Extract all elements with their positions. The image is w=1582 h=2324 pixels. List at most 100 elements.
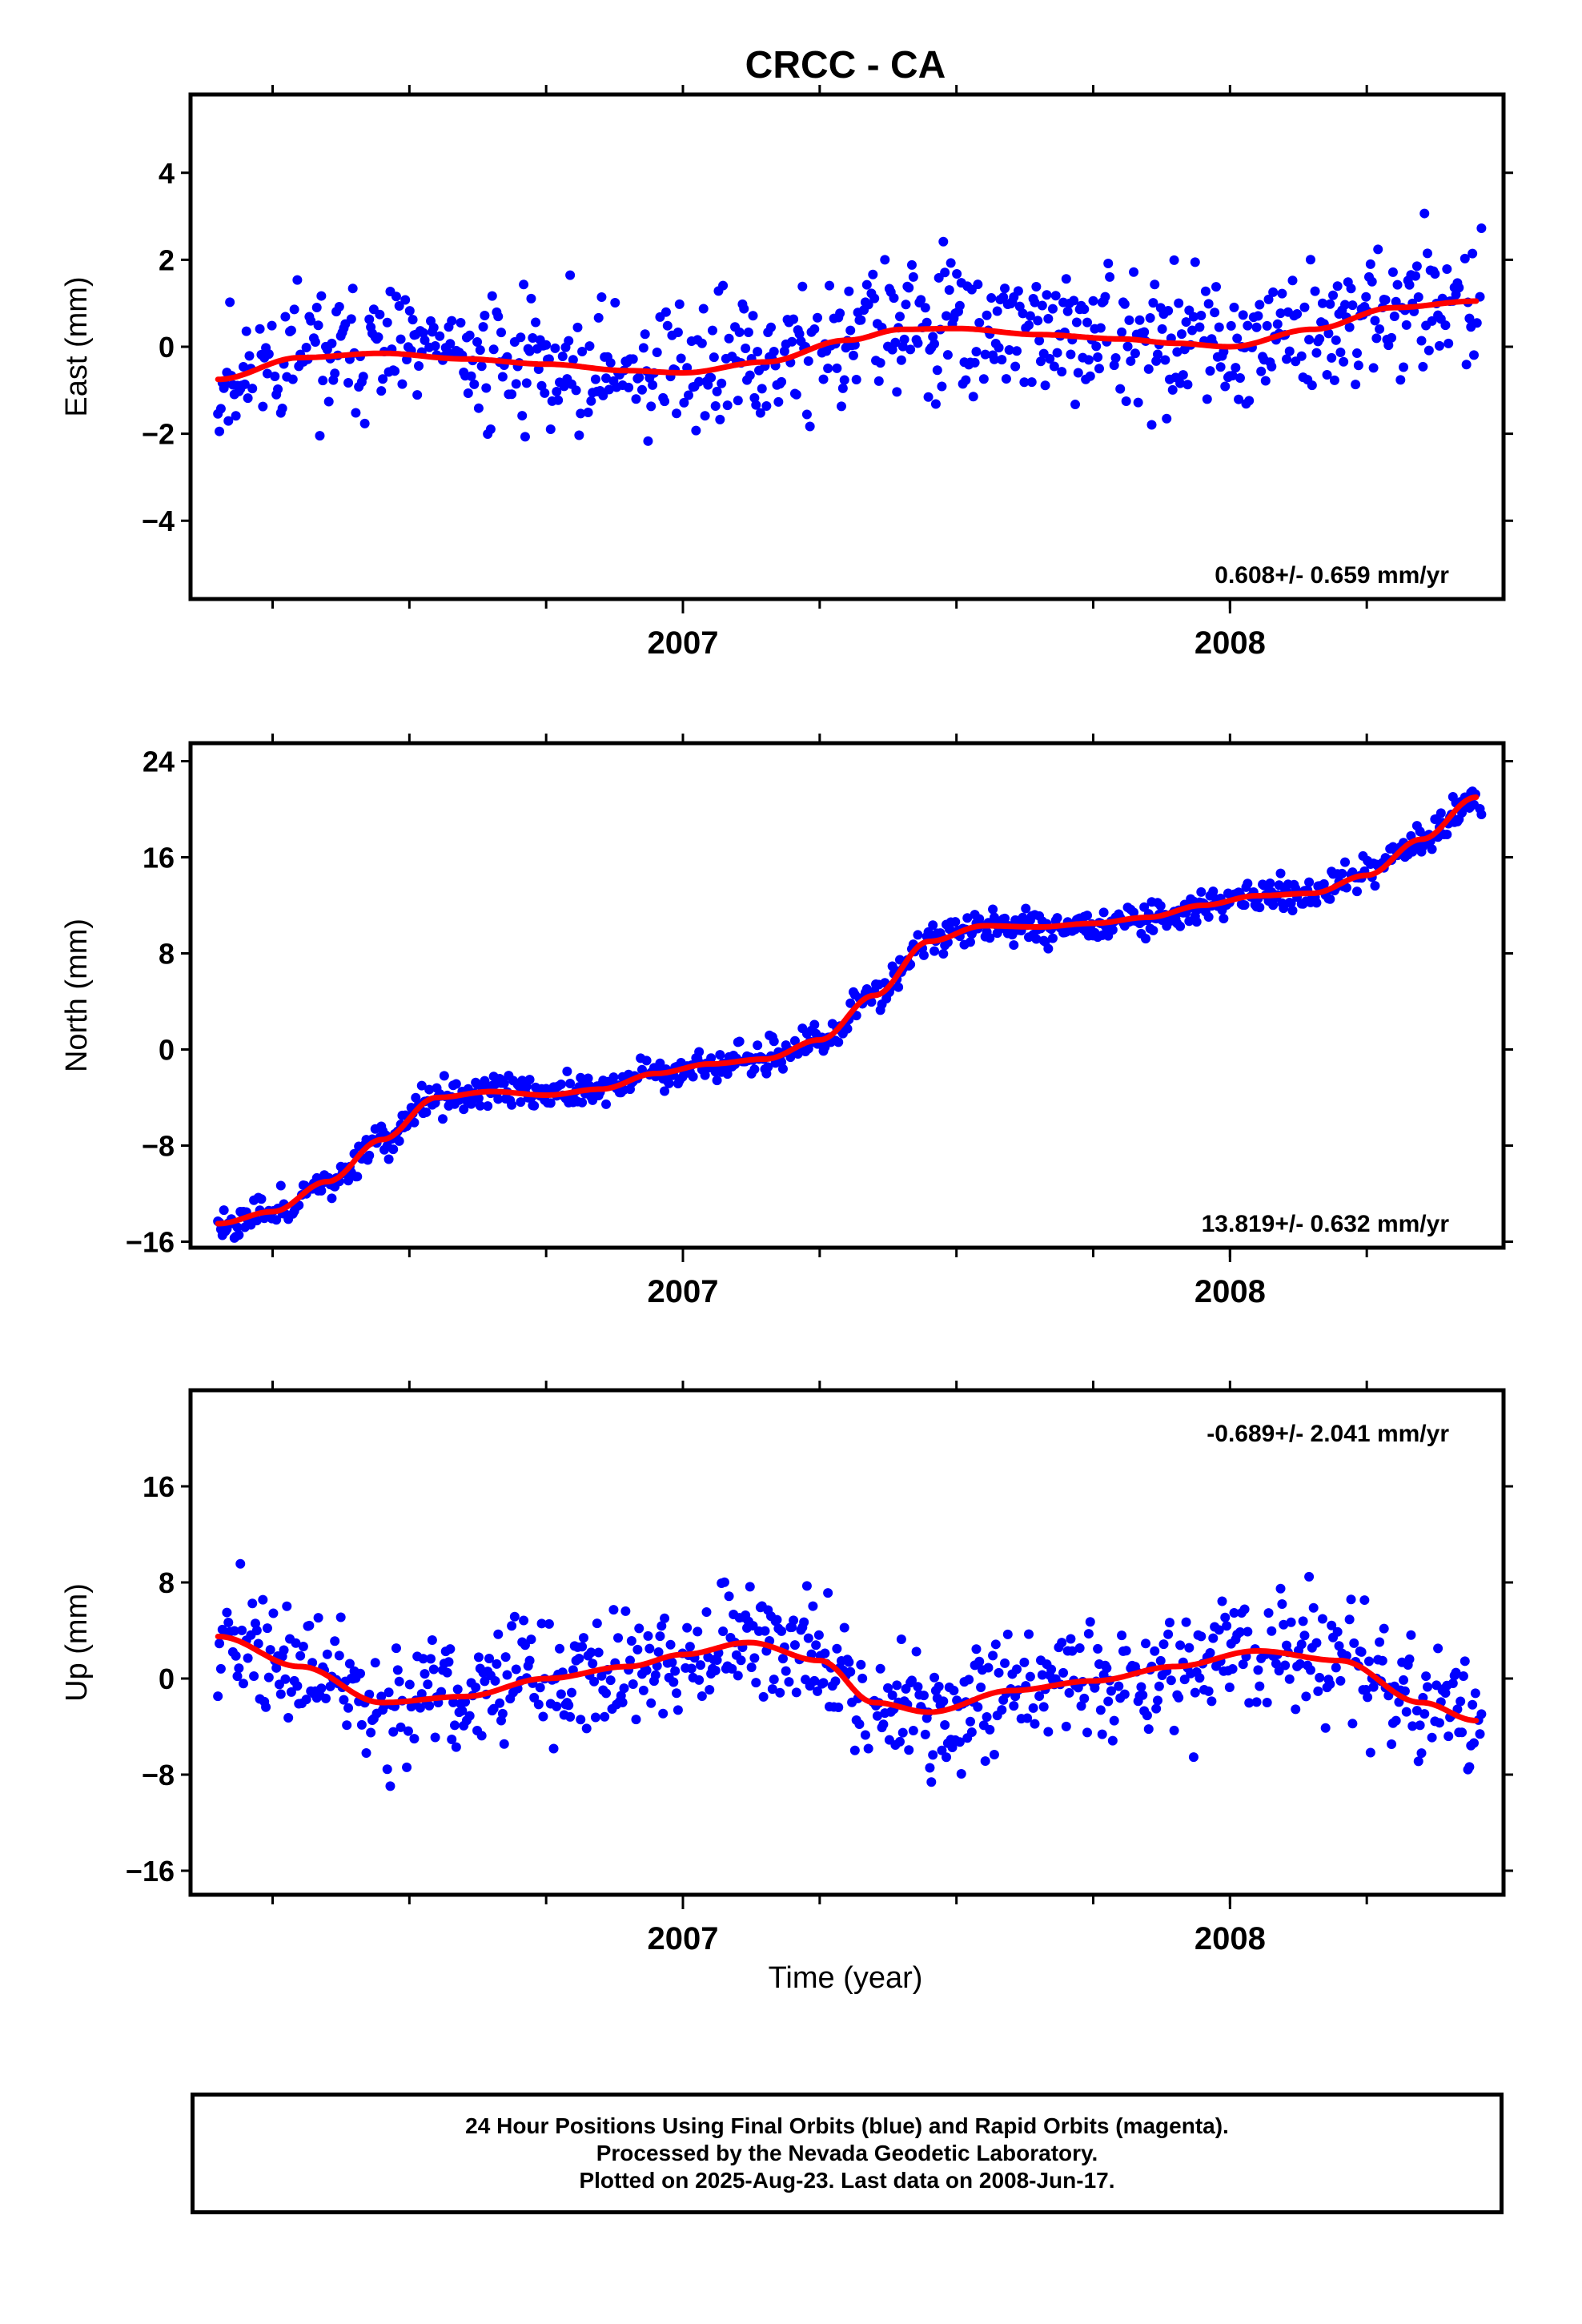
data-point: [1130, 348, 1140, 359]
data-point: [1040, 380, 1050, 391]
data-point: [697, 1691, 707, 1701]
data-point: [660, 396, 670, 407]
data-point: [1105, 271, 1115, 282]
data-point: [1464, 1762, 1475, 1772]
data-point: [507, 389, 517, 400]
data-point: [921, 317, 932, 328]
data-point: [1476, 223, 1487, 233]
data-point: [286, 325, 296, 336]
data-point: [968, 392, 978, 402]
data-point: [801, 409, 812, 420]
data-point: [1315, 334, 1325, 344]
data-point: [457, 1706, 468, 1716]
data-point: [1043, 1727, 1054, 1737]
data-point: [928, 920, 938, 931]
data-point: [275, 1180, 286, 1191]
data-point: [1093, 1643, 1103, 1654]
data-point: [925, 1763, 935, 1773]
data-point: [1227, 1663, 1238, 1674]
data-point: [930, 399, 941, 409]
data-point: [239, 379, 250, 389]
data-point: [646, 1698, 656, 1708]
data-point: [1251, 1697, 1262, 1707]
data-point: [650, 1670, 661, 1680]
data-point: [961, 375, 971, 385]
data-point: [1331, 1663, 1341, 1673]
data-point: [283, 1712, 294, 1723]
data-point: [1117, 1630, 1127, 1641]
fit-curve: [215, 794, 1480, 1227]
data-point: [954, 300, 965, 311]
data-point: [634, 372, 644, 383]
data-point: [992, 306, 1002, 316]
data-point: [694, 1675, 705, 1685]
data-point: [763, 1062, 773, 1072]
data-point: [244, 351, 255, 361]
data-point: [1370, 316, 1380, 326]
data-point: [475, 345, 485, 356]
data-point: [712, 1076, 722, 1086]
data-point: [997, 355, 1007, 365]
data-point: [1347, 300, 1358, 311]
data-point: [1363, 1656, 1374, 1667]
data-point: [556, 1689, 566, 1699]
data-point: [970, 357, 980, 368]
data-point: [1181, 317, 1191, 328]
data-point: [1371, 333, 1382, 344]
data-point: [258, 401, 268, 412]
data-point: [934, 1682, 944, 1692]
data-point: [956, 1768, 966, 1779]
data-point: [994, 343, 1004, 353]
data-point: [488, 344, 499, 355]
data-point: [361, 1748, 371, 1759]
data-point: [700, 411, 710, 421]
data-point: [974, 1656, 985, 1667]
data-point: [1088, 296, 1098, 306]
data-point: [1361, 1685, 1371, 1695]
data-point: [343, 1176, 354, 1186]
data-point: [1160, 355, 1170, 365]
data-point: [610, 297, 620, 308]
data-point: [962, 913, 973, 923]
data-point: [913, 930, 923, 940]
data-point: [688, 1072, 698, 1082]
data-point: [1340, 300, 1351, 310]
data-point: [724, 1591, 734, 1602]
data-point: [1143, 364, 1154, 374]
data-point: [1387, 332, 1397, 343]
data-point: [930, 1672, 940, 1683]
data-point: [1427, 844, 1437, 854]
data-point: [669, 1677, 679, 1687]
data-point: [1443, 338, 1454, 348]
data-point: [271, 1215, 282, 1225]
data-point: [415, 1703, 425, 1713]
data-point: [483, 1101, 493, 1112]
data-point: [562, 1066, 572, 1076]
x-axis-label: Time (year): [769, 1961, 923, 1995]
data-point: [640, 329, 650, 340]
data-point: [712, 1655, 722, 1666]
y-tick-label: −2: [142, 418, 175, 451]
data-point: [364, 314, 375, 324]
data-point: [355, 1668, 366, 1679]
data-point: [845, 998, 856, 1008]
data-point: [475, 1100, 485, 1111]
data-point: [481, 383, 492, 393]
data-point: [270, 372, 280, 382]
data-point: [1423, 345, 1434, 356]
data-point: [937, 1745, 947, 1755]
data-point: [1253, 1665, 1263, 1675]
data-point: [1434, 340, 1444, 351]
data-point: [1019, 1657, 1030, 1667]
data-point: [698, 304, 709, 314]
data-point: [1026, 377, 1037, 388]
data-point: [1404, 1654, 1415, 1664]
data-point: [952, 268, 962, 279]
data-point: [442, 1667, 452, 1678]
data-point: [373, 332, 383, 342]
data-point: [1427, 1732, 1437, 1743]
data-point: [1190, 257, 1200, 267]
data-point: [382, 1764, 392, 1775]
data-point: [536, 1618, 547, 1629]
data-point: [571, 385, 581, 396]
